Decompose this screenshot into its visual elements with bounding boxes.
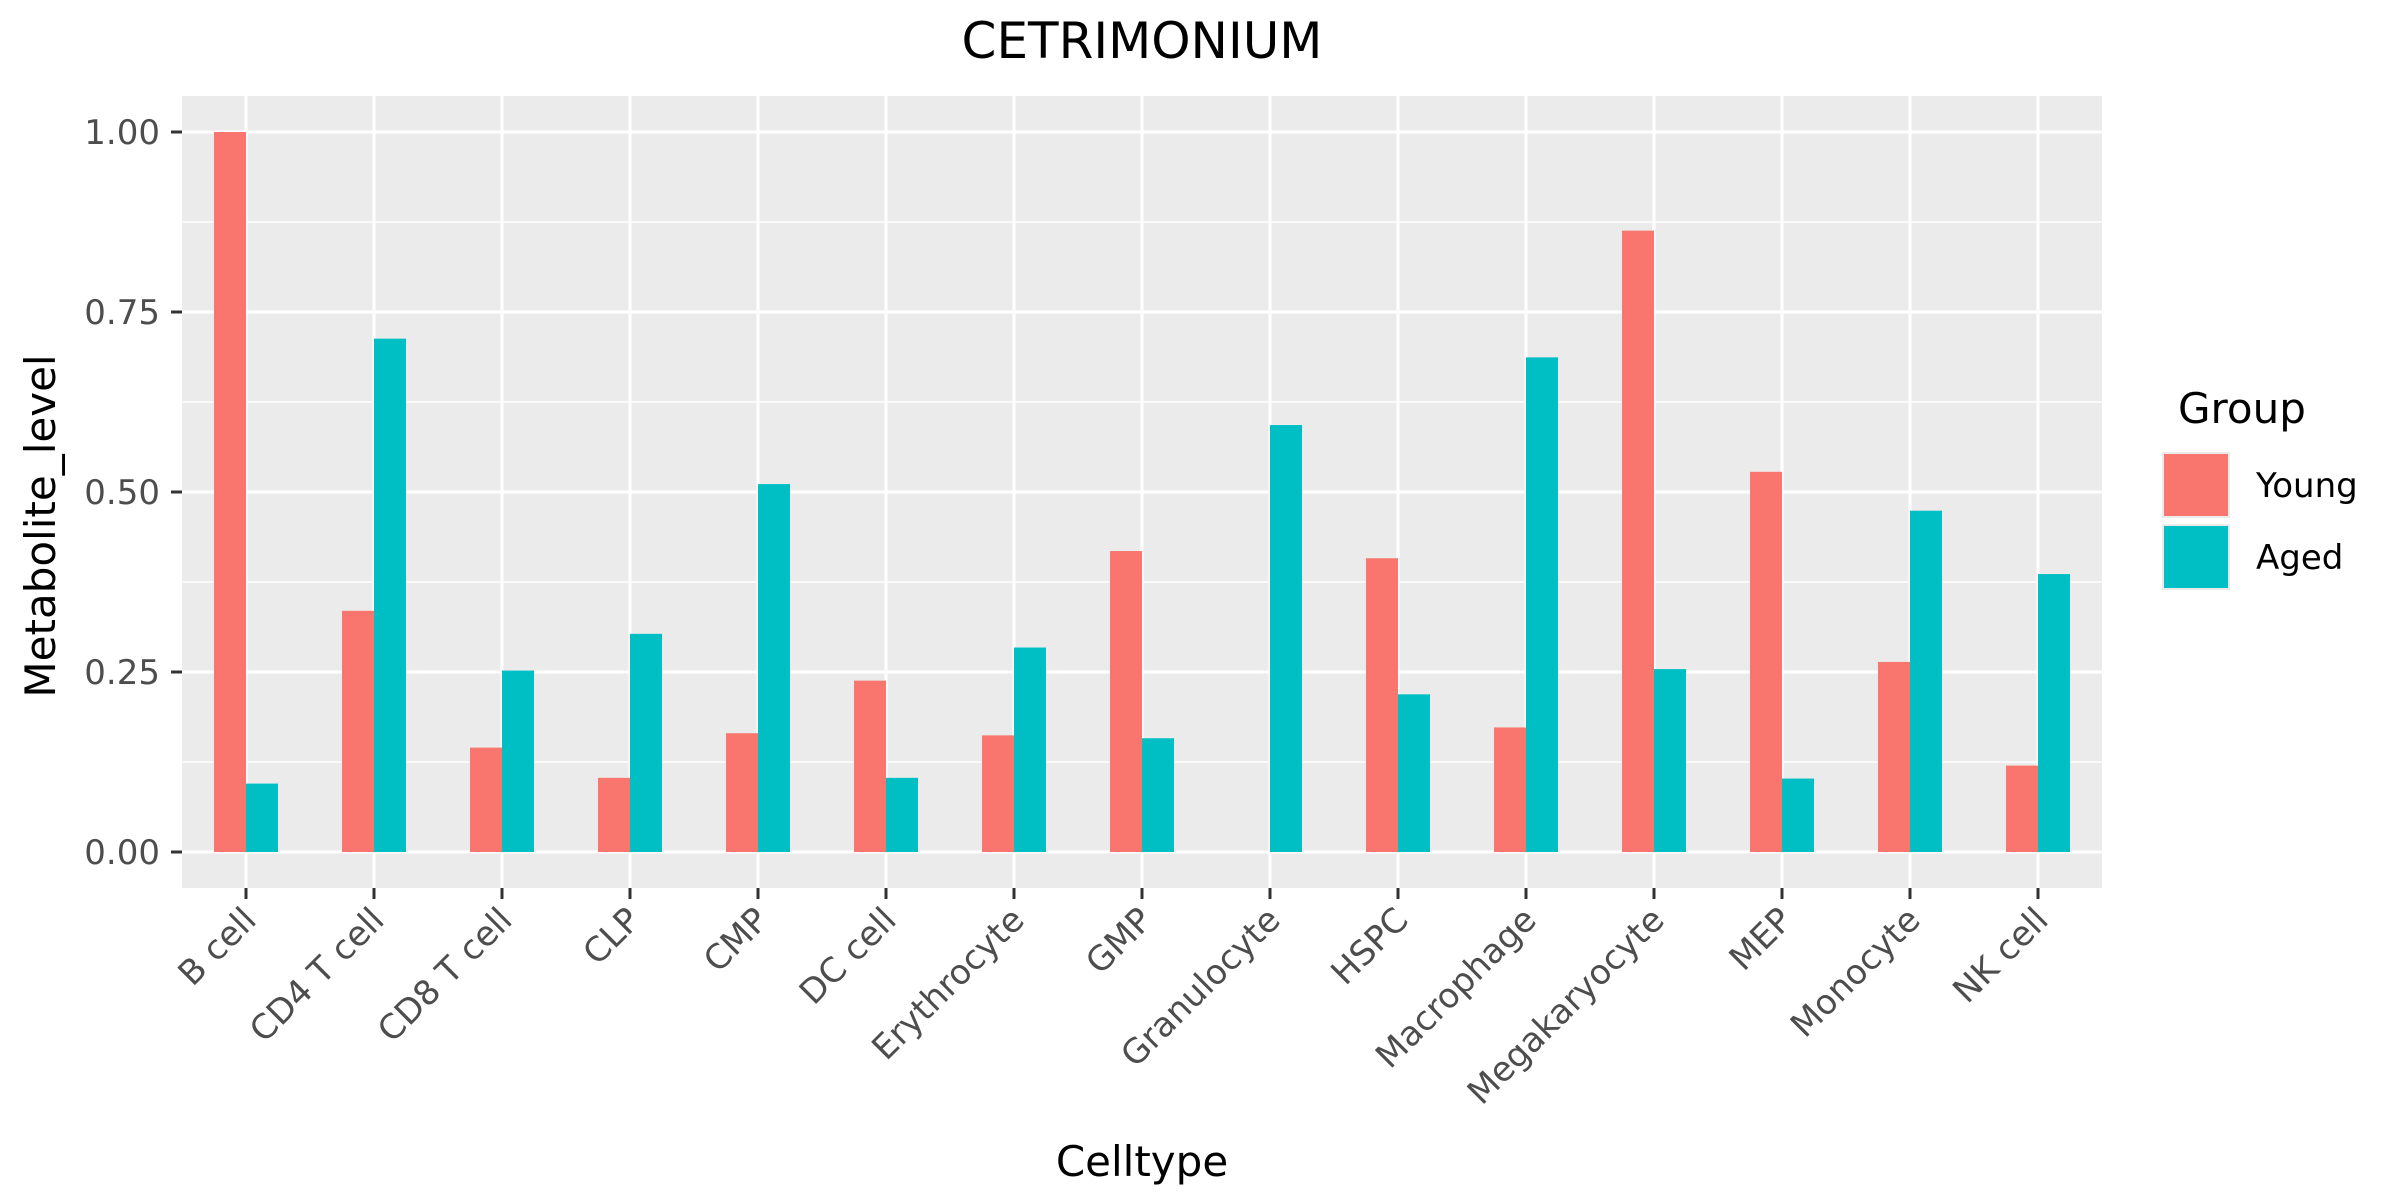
bar-aged-nk-cell: [2038, 574, 2070, 852]
bar-aged-macrophage: [1526, 357, 1558, 852]
bar-young-mep: [1750, 471, 1782, 852]
bar-young-b-cell: [214, 132, 246, 852]
x-tick-label: DC cell: [792, 900, 905, 1013]
legend-title: Group: [2178, 384, 2306, 433]
legend-key-aged: [2164, 526, 2228, 588]
y-tick-label: 0.50: [84, 473, 160, 513]
bar-aged-erythrocyte: [1014, 647, 1046, 852]
x-tick-label: HSPC: [1323, 900, 1416, 993]
x-axis-title: Celltype: [1056, 1137, 1228, 1186]
bar-aged-dc-cell: [886, 777, 918, 852]
bar-young-monocyte: [1878, 661, 1910, 852]
legend-label-young: Young: [2255, 466, 2358, 506]
y-tick-label: 0.25: [84, 653, 160, 693]
bar-aged-cd8-t-cell: [502, 670, 534, 852]
bar-young-macrophage: [1494, 727, 1526, 852]
bar-aged-mep: [1782, 778, 1814, 852]
bar-young-nk-cell: [2006, 765, 2038, 852]
bar-aged-granulocyte: [1270, 425, 1302, 852]
x-tick-label: B cell: [171, 900, 265, 994]
bar-young-dc-cell: [854, 680, 886, 852]
y-tick-label: 0.75: [84, 293, 160, 333]
y-tick-label: 0.00: [84, 833, 160, 873]
x-tick-label: Monocyte: [1783, 900, 1928, 1045]
bar-aged-megakaryocyte: [1654, 669, 1686, 852]
y-axis-title: Metabolite_level: [16, 354, 65, 697]
bar-aged-cmp: [758, 484, 790, 852]
legend: Group Young Aged: [2162, 384, 2358, 590]
x-tick-label: MEP: [1722, 900, 1801, 979]
bar-aged-hspc: [1398, 694, 1430, 852]
legend-key-young: [2164, 454, 2228, 516]
bar-young-erythrocyte: [982, 735, 1014, 852]
bar-young-megakaryocyte: [1622, 230, 1654, 852]
bar-young-cd4-t-cell: [342, 610, 374, 852]
bar-young-gmp: [1110, 551, 1142, 852]
y-tick-label: 1.00: [84, 113, 160, 153]
bar-aged-clp: [630, 633, 662, 852]
x-tick-label: CLP: [575, 900, 648, 973]
bar-young-cd8-t-cell: [470, 747, 502, 852]
x-tick-label: GMP: [1078, 900, 1160, 982]
bar-young-clp: [598, 777, 630, 852]
x-tick-label: NK cell: [1945, 900, 2056, 1011]
bar-young-hspc: [1366, 558, 1398, 852]
bar-aged-cd4-t-cell: [374, 338, 406, 852]
bar-aged-gmp: [1142, 738, 1174, 852]
bar-young-cmp: [726, 733, 758, 852]
x-tick-label: CMP: [696, 900, 776, 980]
x-tick-label: CD8 T cell: [370, 900, 520, 1050]
bar-aged-b-cell: [246, 783, 278, 852]
bars: [214, 132, 2070, 852]
legend-label-aged: Aged: [2256, 538, 2343, 578]
bar-aged-monocyte: [1910, 510, 1942, 852]
x-tick-label: CD4 T cell: [242, 900, 392, 1050]
chart-title: CETRIMONIUM: [962, 12, 1323, 70]
